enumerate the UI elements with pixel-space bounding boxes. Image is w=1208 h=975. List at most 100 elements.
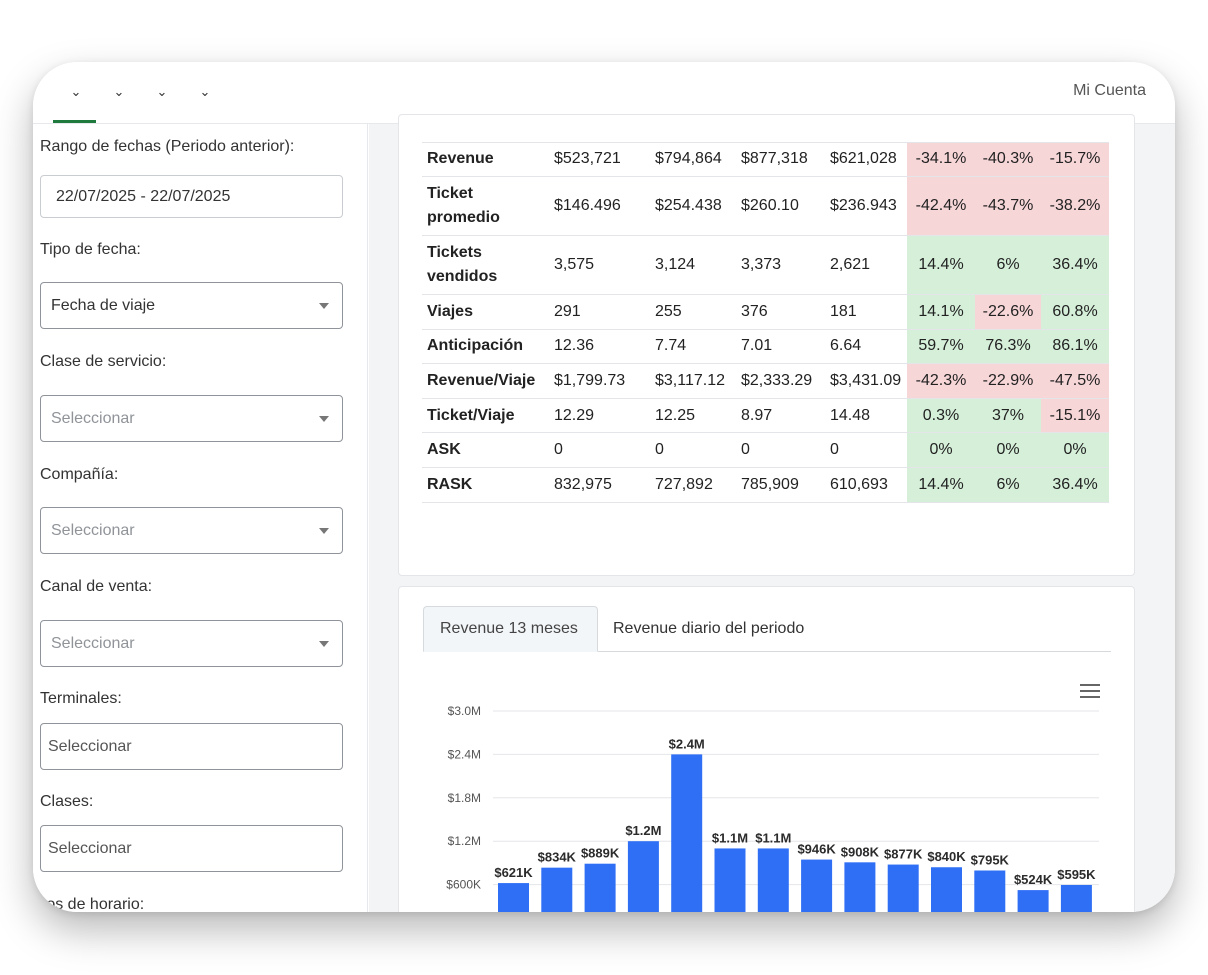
company-select[interactable]: Seleccionar: [40, 507, 343, 554]
bar-data-label: $795K: [971, 852, 1010, 867]
nav-dropdown-3[interactable]: ⌄: [152, 82, 172, 102]
chart-bar[interactable]: [887, 864, 919, 912]
table-row: Revenue/Viaje $1,799.73 $3,117.12 $2,333.29…: [422, 363, 1109, 399]
chevron-down-icon: ⌄: [199, 84, 211, 99]
kpi-table-panel: Revenue $523,721 $794,864 $877,318 $621,028-…: [398, 114, 1135, 576]
chart-bar[interactable]: [498, 883, 529, 912]
nav-dropdown-2[interactable]: ⌄: [109, 82, 129, 102]
variation-cell: -15.1%: [1041, 398, 1109, 434]
variation-cell: 59.7%: [907, 329, 975, 365]
metric-value: $254.438: [650, 176, 736, 237]
variation-cell: 6%: [975, 235, 1041, 296]
variation-cell: -22.6%: [975, 294, 1041, 330]
variation-cell: -42.4%: [907, 176, 975, 237]
chart-bar[interactable]: [584, 863, 616, 912]
metric-name: Ticket/Viaje: [422, 398, 549, 434]
chart-bar[interactable]: [931, 867, 962, 912]
chart-bar[interactable]: [627, 841, 659, 912]
header-cell: [1041, 125, 1109, 143]
table-row: Ticket/Viaje 12.29 12.25 8.97 14.48 0.3% 37% -1…: [422, 398, 1109, 434]
variation-cell: 36.4%: [1041, 235, 1109, 296]
metric-value: 0: [736, 432, 825, 469]
terminals-input[interactable]: Seleccionar: [40, 723, 343, 770]
chart-bar[interactable]: [671, 754, 703, 912]
chevron-down-icon: ⌄: [70, 84, 82, 99]
metric-name: Tickets vendidos: [422, 235, 549, 296]
company-value: Seleccionar: [51, 521, 135, 539]
header-cell: [549, 125, 650, 143]
sales-channel-label: Canal de venta:: [40, 578, 153, 595]
variation-cell: 76.3%: [975, 329, 1041, 365]
metric-value: $621,028: [825, 142, 907, 178]
metric-value: 181: [825, 294, 907, 330]
metric-value: 6.64: [825, 329, 907, 365]
metric-value: 3,575: [549, 235, 650, 296]
header-cell: [736, 125, 825, 143]
sales-channel-select[interactable]: Seleccionar: [40, 620, 343, 667]
variation-cell: 37%: [975, 398, 1041, 434]
variation-cell: 0%: [975, 432, 1041, 469]
variation-cell: 6%: [975, 467, 1041, 503]
metric-value: 3,373: [736, 235, 825, 296]
table-row: Viajes 291 255 376 181 14.1% -22.6% 60.8%: [422, 294, 1109, 330]
chart-bar[interactable]: [844, 862, 876, 912]
variation-cell: 14.4%: [907, 235, 975, 296]
nav-dropdown-4[interactable]: ⌄: [195, 82, 215, 102]
chart-bar[interactable]: [757, 848, 789, 912]
service-class-select[interactable]: Seleccionar: [40, 395, 343, 442]
metric-value: 8.97: [736, 398, 825, 434]
schedule-label: ...os de horario:: [33, 896, 145, 912]
tab-revenue-diario[interactable]: Revenue diario del periodo: [613, 620, 805, 637]
chart-bar[interactable]: [801, 859, 833, 912]
hamburger-menu-icon[interactable]: [1080, 684, 1100, 698]
variation-cell: 14.4%: [907, 467, 975, 503]
chart-bar[interactable]: [974, 870, 1006, 912]
header-cell: [825, 125, 907, 143]
sales-channel-value: Seleccionar: [51, 634, 135, 652]
table-row: Anticipación 12.36 7.74 7.01 6.64 59.7% 76.3% 8…: [422, 329, 1109, 365]
metric-value: $1,799.73: [549, 363, 650, 399]
app-window: ⌄ ⌄ ⌄ ⌄ Mi Cuenta Rango de fechas (Perio…: [33, 62, 1175, 912]
chart-bar[interactable]: [1060, 884, 1092, 912]
metric-name: Ticket promedio: [422, 176, 549, 237]
classes-input[interactable]: Seleccionar: [40, 825, 343, 872]
metric-value: 3,124: [650, 235, 736, 296]
variation-cell: 36.4%: [1041, 467, 1109, 503]
y-tick-label: $2.4M: [448, 747, 481, 761]
chart-panel: Revenue 13 meses Revenue diario del peri…: [398, 586, 1135, 912]
metric-value: 14.48: [825, 398, 907, 434]
date-range-input[interactable]: 22/07/2025 - 22/07/2025: [40, 175, 343, 218]
variation-cell: 0%: [1041, 432, 1109, 469]
metric-value: 0: [549, 432, 650, 469]
bar-data-label: $524K: [1014, 872, 1053, 887]
caret-down-icon: [319, 640, 329, 647]
caret-down-icon: [319, 527, 329, 534]
chart-bar[interactable]: [541, 867, 573, 912]
variation-cell: 60.8%: [1041, 294, 1109, 330]
date-type-select[interactable]: Fecha de viaje: [40, 282, 343, 329]
variation-cell: 0.3%: [907, 398, 975, 434]
metric-value: $523,721: [549, 142, 650, 178]
metric-value: 12.25: [650, 398, 736, 434]
header-cell: [650, 125, 736, 143]
tab-revenue-13-meses[interactable]: Revenue 13 meses: [423, 606, 598, 652]
metric-value: $2,333.29: [736, 363, 825, 399]
y-tick-label: $1.2M: [448, 834, 481, 848]
metric-value: 376: [736, 294, 825, 330]
account-menu[interactable]: Mi Cuenta: [1073, 82, 1146, 99]
table-header-row: [422, 125, 1109, 143]
nav-dropdown-1[interactable]: ⌄: [66, 82, 86, 102]
metric-value: 610,693: [825, 467, 907, 503]
chart-bar[interactable]: [1017, 890, 1049, 912]
metric-value: 7.01: [736, 329, 825, 365]
metric-name: Anticipación: [422, 329, 549, 365]
y-tick-label: $1.8M: [448, 791, 481, 805]
bar-data-label: $1.1M: [712, 830, 748, 845]
metric-value: 832,975: [549, 467, 650, 503]
chart-bar[interactable]: [714, 848, 746, 912]
chevron-down-icon: ⌄: [156, 84, 168, 99]
bar-data-label: $1.2M: [625, 823, 661, 838]
metric-name: RASK: [422, 467, 549, 503]
metric-name: ASK: [422, 432, 549, 469]
